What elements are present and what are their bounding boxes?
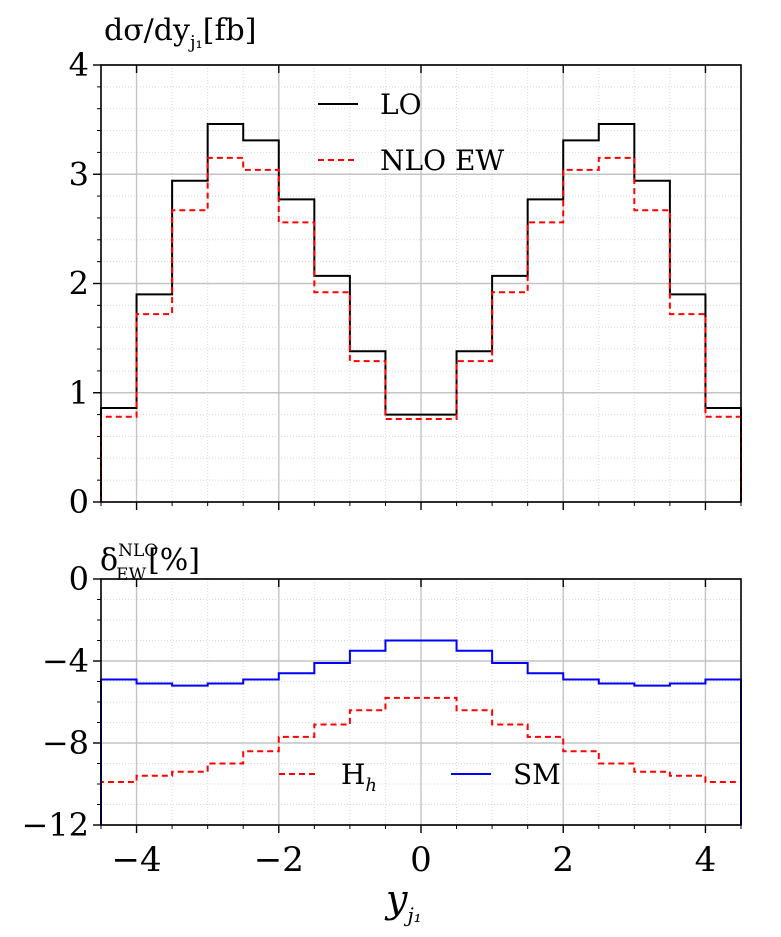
y-tick-label: 4 (69, 46, 89, 84)
top-panel: 0 1 2 3 4 LO NLO EW (69, 46, 742, 521)
legend-label: Hh (341, 758, 377, 796)
y-tick-label: 2 (69, 265, 89, 303)
x-tick-label: 0 (410, 840, 432, 880)
legend-label: LO (380, 88, 422, 121)
legend-label: SM (513, 758, 561, 791)
y-tick-label: 3 (69, 155, 89, 193)
series-line-lo (100, 122, 742, 502)
series-line-nlo-ew (100, 156, 742, 502)
y-tick-label: 0 (69, 560, 89, 598)
y-tick-label: −12 (21, 806, 89, 844)
x-tick-label: 4 (695, 840, 717, 880)
series-line-h-h (100, 696, 742, 825)
bottom-ylabel: δNLO EW[%] (100, 541, 200, 585)
y-tick-label: −4 (42, 642, 89, 680)
x-tick-label: 2 (552, 840, 574, 880)
top-ylabel: dσ/dyj₁[fb] (104, 13, 256, 53)
series-line-sm (100, 639, 742, 825)
legend-label: NLO EW (380, 144, 504, 177)
x-tick-label: −2 (254, 840, 304, 880)
y-tick-label: 0 (69, 483, 89, 521)
x-tick-label: −4 (111, 840, 161, 880)
y-tick-label: −8 (42, 724, 89, 762)
bottom-panel: 0 −4 −8 −12 −4 −2 0 2 4 Hh SM (21, 560, 742, 880)
x-axis-label: yj₁ (384, 877, 422, 927)
y-tick-label: 1 (69, 374, 89, 412)
